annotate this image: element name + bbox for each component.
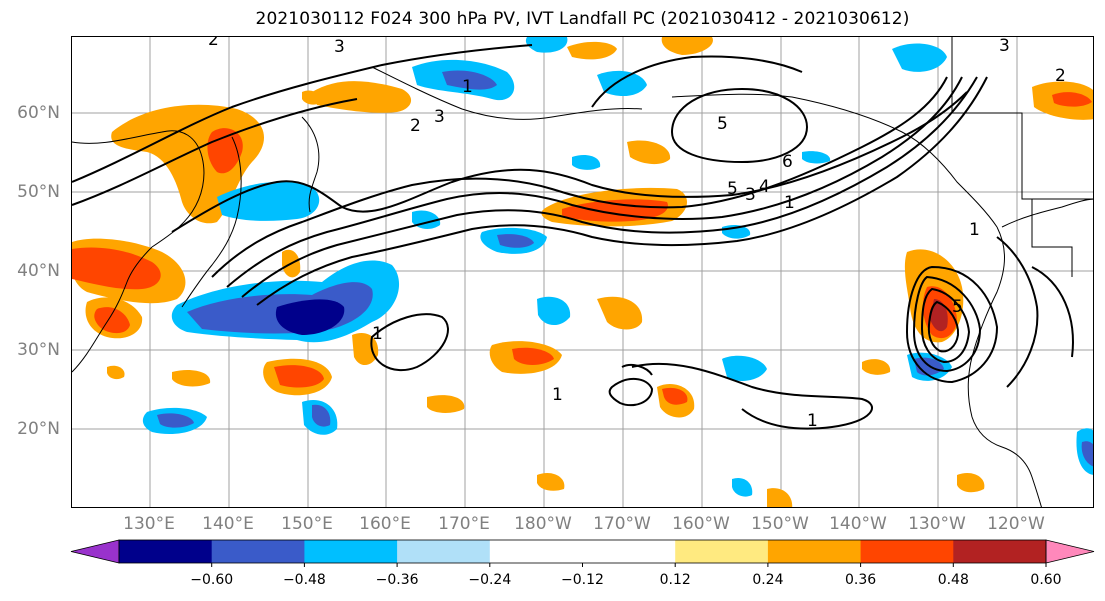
contour-label: 1	[807, 411, 818, 431]
lon-label: 140°W	[829, 514, 887, 534]
colorbar-cells	[70, 539, 1095, 564]
lon-label: 150°W	[751, 514, 809, 534]
lon-label: 160°E	[359, 514, 411, 534]
lon-label: 130°E	[123, 514, 175, 534]
contour-label: 1	[372, 324, 383, 344]
colorbar-cell	[304, 540, 398, 563]
lon-label: 140°E	[202, 514, 254, 534]
contour-label: 3	[434, 107, 445, 127]
colorbar-cell	[953, 540, 1047, 563]
contour-label: 6	[782, 152, 793, 172]
contour-labels: 2 3 1 2 3 5 6 5 3 4 1 3 2 1 1 1 1 5	[208, 37, 1066, 431]
colorbar-tick-label: −0.24	[468, 572, 511, 588]
colorbar-cell	[582, 540, 676, 563]
colorbar-tick-label: 0.60	[1030, 572, 1061, 588]
lon-label: 120°W	[987, 514, 1045, 534]
colorbar-tick-label: −0.60	[190, 572, 233, 588]
lon-label: 170°W	[593, 514, 651, 534]
contour-label: 3	[334, 37, 345, 57]
colorbar-extend-max	[1045, 539, 1095, 564]
map-panel: 2 3 1 2 3 5 6 5 3 4 1 3 2 1 1 1 1 5	[71, 36, 1094, 508]
lat-label: 20°N	[17, 419, 60, 439]
colorbar-cell	[119, 540, 213, 563]
ivt-contours	[72, 44, 1074, 430]
contour-label: 1	[552, 385, 563, 405]
contour-label: 5	[952, 297, 963, 317]
contour-label: 4	[759, 177, 770, 197]
colorbar-tick-label: −0.48	[283, 572, 326, 588]
colorbar-cell	[489, 540, 583, 563]
lon-label: 150°E	[281, 514, 333, 534]
contour-label: 3	[999, 37, 1010, 56]
colorbar-cell	[675, 540, 769, 563]
colorbar-tick-label: 0.36	[845, 572, 876, 588]
lon-label: 170°E	[438, 514, 490, 534]
contour-label: 5	[717, 114, 728, 134]
map-title: 2021030112 F024 300 hPa PV, IVT Landfall…	[255, 9, 910, 29]
contour-label: 1	[462, 77, 473, 97]
colorbar-tick-label: −0.36	[376, 572, 419, 588]
pv-negative-shading	[142, 37, 1093, 497]
contour-label: 1	[784, 193, 795, 213]
colorbar-cell	[211, 540, 305, 563]
coastlines	[72, 37, 1093, 507]
contour-label: 2	[1055, 66, 1066, 86]
colorbar-tick-label: 0.48	[938, 572, 969, 588]
lat-label: 30°N	[17, 340, 60, 360]
lon-label: 180°W	[514, 514, 572, 534]
colorbar-cell	[397, 540, 491, 563]
colorbar-tick-label: −0.12	[561, 572, 604, 588]
map-canvas: 2 3 1 2 3 5 6 5 3 4 1 3 2 1 1 1 1 5	[72, 37, 1093, 507]
contour-label: 5	[727, 179, 738, 199]
lat-label: 50°N	[17, 182, 60, 202]
contour-label: 3	[745, 185, 756, 205]
contour-label: 2	[410, 116, 421, 136]
contour-label: 1	[969, 220, 980, 240]
lon-label: 130°W	[908, 514, 966, 534]
colorbar-cell	[860, 540, 954, 563]
lon-label: 160°W	[672, 514, 730, 534]
lat-label: 60°N	[17, 103, 60, 123]
lat-label: 40°N	[17, 261, 60, 281]
colorbar-ticks: −0.60 −0.48 −0.36 −0.24 −0.12 0.12 0.24 0.36 0.4…	[190, 563, 1062, 588]
colorbar-tick-label: 0.24	[752, 572, 783, 588]
colorbar-outline	[118, 539, 1047, 564]
colorbar-cell	[767, 540, 862, 563]
colorbar-tick-label: 0.12	[660, 572, 691, 588]
contour-label: 2	[208, 37, 219, 50]
colorbar-extend-min	[70, 539, 120, 564]
